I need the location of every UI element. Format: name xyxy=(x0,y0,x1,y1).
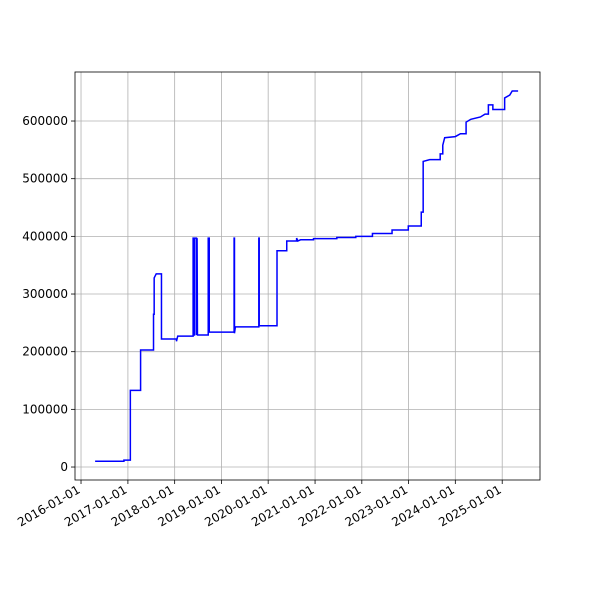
y-tick-label: 400000 xyxy=(22,229,68,243)
y-tick-label: 600000 xyxy=(22,114,68,128)
y-tick-label: 300000 xyxy=(22,287,68,301)
y-tick-label: 200000 xyxy=(22,345,68,359)
y-tick-label: 0 xyxy=(60,460,68,474)
series-line xyxy=(95,90,519,463)
y-tick-label: 100000 xyxy=(22,402,68,416)
y-tick-label: 500000 xyxy=(22,172,68,186)
plot-frame xyxy=(74,71,541,481)
